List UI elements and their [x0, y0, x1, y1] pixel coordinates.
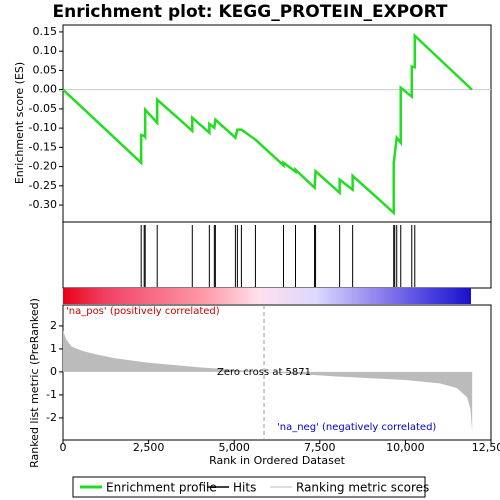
metric-area: [63, 330, 473, 432]
es-tick-label: 0.10: [33, 44, 58, 57]
metric-tick-label: 1: [50, 342, 57, 355]
es-tick-label: 0.05: [33, 63, 58, 76]
zero-cross-label: Zero cross at 5871: [217, 367, 311, 378]
pos-label: 'na_pos' (positively correlated): [66, 306, 220, 317]
es-axis-label: Enrichment score (ES): [13, 62, 26, 184]
legend-label: Enrichment profile: [106, 481, 217, 495]
es-tick-label: -0.25: [29, 179, 57, 192]
x-tick-label: 5,000: [218, 441, 250, 454]
neg-label: 'na_neg' (negatively correlated): [277, 422, 436, 433]
es-tick-label: -0.05: [29, 102, 57, 115]
es-tick-label: -0.30: [29, 198, 57, 211]
es-tick-label: 0.15: [33, 25, 58, 38]
es-tick-label: -0.15: [29, 140, 57, 153]
metric-tick-label: -2: [46, 411, 57, 424]
metric-tick-label: -1: [46, 388, 57, 401]
bottom-frame: [62, 304, 492, 441]
metric-axis-label: Ranked list metric (PreRanked): [28, 298, 41, 468]
metric-tick-label: 2: [50, 319, 57, 332]
x-tick-label: 0: [60, 441, 67, 454]
x-tick-label: 7,500: [304, 441, 336, 454]
es-tick-label: -0.10: [29, 121, 57, 134]
x-tick-label: 12,500: [472, 441, 500, 454]
es-tick-label: 0.00: [33, 83, 58, 96]
top-frame: [62, 24, 492, 289]
chart-title: Enrichment plot: KEGG_PROTEIN_EXPORT: [52, 2, 447, 22]
x-tick-label: 2,500: [133, 441, 165, 454]
es-tick-label: -0.20: [29, 160, 57, 173]
metric-tick-label: 0: [50, 365, 57, 378]
es-line: [62, 32, 473, 216]
x-tick-label: 10,000: [386, 441, 425, 454]
color-bar: [63, 288, 471, 304]
x-axis-label: Rank in Ordered Dataset: [209, 454, 346, 467]
legend-label: Hits: [233, 481, 256, 495]
legend-label: Ranking metric scores: [296, 481, 429, 495]
legend-box: [72, 476, 426, 498]
